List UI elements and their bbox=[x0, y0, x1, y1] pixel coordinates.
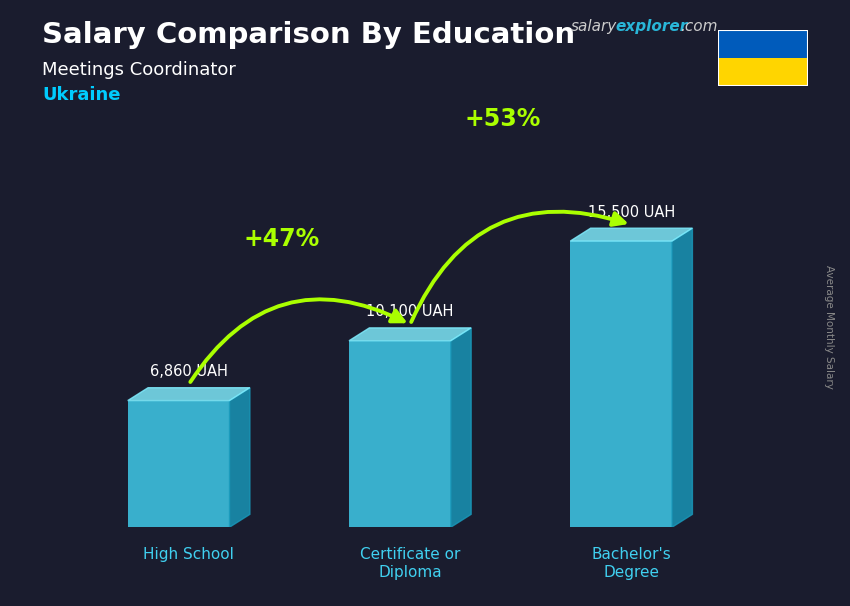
Text: +53%: +53% bbox=[465, 107, 541, 131]
Text: Average Monthly Salary: Average Monthly Salary bbox=[824, 265, 834, 389]
Polygon shape bbox=[128, 388, 250, 401]
Text: Salary Comparison By Education: Salary Comparison By Education bbox=[42, 21, 575, 49]
Bar bbox=[718, 30, 808, 58]
Text: 15,500 UAH: 15,500 UAH bbox=[587, 205, 675, 220]
FancyArrowPatch shape bbox=[411, 211, 625, 322]
Polygon shape bbox=[672, 228, 693, 527]
Text: 10,100 UAH: 10,100 UAH bbox=[366, 304, 454, 319]
Text: 6,860 UAH: 6,860 UAH bbox=[150, 364, 228, 379]
Text: Certificate or
Diploma: Certificate or Diploma bbox=[360, 547, 460, 580]
Text: Bachelor's
Degree: Bachelor's Degree bbox=[592, 547, 672, 580]
Text: Meetings Coordinator: Meetings Coordinator bbox=[42, 61, 236, 79]
Text: +47%: +47% bbox=[244, 227, 320, 251]
Bar bbox=[128, 401, 230, 527]
Text: Ukraine: Ukraine bbox=[42, 86, 121, 104]
Polygon shape bbox=[349, 328, 471, 341]
FancyArrowPatch shape bbox=[190, 299, 404, 382]
Text: salary: salary bbox=[571, 19, 617, 35]
Text: High School: High School bbox=[144, 547, 235, 562]
Polygon shape bbox=[450, 328, 471, 527]
Polygon shape bbox=[570, 228, 693, 241]
Polygon shape bbox=[230, 388, 250, 527]
Text: .com: .com bbox=[680, 19, 717, 35]
Bar bbox=[570, 241, 672, 527]
Text: explorer: explorer bbox=[615, 19, 688, 35]
Bar bbox=[349, 341, 450, 527]
Bar bbox=[718, 58, 808, 86]
